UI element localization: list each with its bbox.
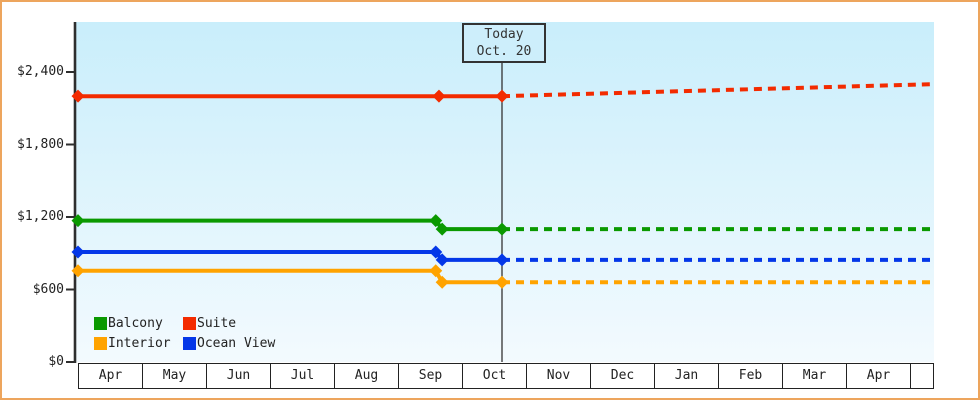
x-axis-month-band: Apr May Jun Jul Aug Sep Oct Nov Dec Jan Feb Mar Apr <box>78 363 934 389</box>
month-cell-feb: Feb <box>719 364 783 388</box>
series-interior-line <box>78 268 502 285</box>
series-suite-marker <box>432 89 446 103</box>
month-cell-jan: Jan <box>655 364 719 388</box>
series-suite-projection-line <box>501 82 935 99</box>
y-axis-label: $1,800 <box>17 136 64 152</box>
today-label-line2: Oct. 20 <box>476 44 532 59</box>
today-marker-label: Today Oct. 20 <box>462 23 546 63</box>
series-interior-marker <box>495 275 509 289</box>
legend-label: Ocean View <box>197 335 276 351</box>
legend-swatch-icon <box>183 316 196 330</box>
y-axis-label: $0 <box>48 354 64 369</box>
legend-item-suite: Suite <box>183 316 275 331</box>
series-balcony-line <box>78 218 502 232</box>
legend-item-ocean-view: Ocean View <box>183 336 275 351</box>
y-axis-label: $600 <box>32 281 64 297</box>
month-cell-sep: Sep <box>399 364 463 388</box>
series-ocean-view-marker <box>71 245 85 259</box>
legend-swatch-icon <box>94 336 107 350</box>
legend-label: Suite <box>197 315 237 331</box>
month-cell-may: May <box>143 364 207 388</box>
legend-item-balcony: Balcony <box>94 316 183 331</box>
month-cell-empty <box>911 364 933 388</box>
legend-swatch-icon <box>94 316 107 330</box>
series-ocean-view-marker <box>429 245 443 259</box>
series-interior-marker <box>71 264 85 278</box>
month-cell-nov: Nov <box>527 364 591 388</box>
legend-item-interior: Interior <box>94 336 183 351</box>
month-cell-apr: Apr <box>79 364 143 388</box>
series-balcony-marker <box>429 214 443 228</box>
series-balcony-marker <box>435 222 449 236</box>
series-balcony-marker <box>71 214 85 228</box>
month-cell-dec: Dec <box>591 364 655 388</box>
plot-area <box>76 22 934 362</box>
series-interior-marker <box>429 264 443 278</box>
month-cell-jul: Jul <box>271 364 335 388</box>
series-ocean-view-marker <box>495 253 509 267</box>
series-ocean-view-line <box>78 250 502 262</box>
y-axis-label: $2,400 <box>17 64 64 79</box>
chart-legend: Balcony Suite Interior Ocean View <box>94 313 275 353</box>
y-axis-label: $1,200 <box>17 209 64 224</box>
month-cell-jun: Jun <box>207 364 271 388</box>
legend-label: Balcony <box>108 315 163 331</box>
series-suite-marker <box>71 89 85 103</box>
series-balcony-marker <box>495 222 509 236</box>
month-cell-mar: Mar <box>783 364 847 388</box>
series-suite-marker <box>495 89 509 103</box>
series-interior-marker <box>435 275 449 289</box>
month-cell-apr: Apr <box>847 364 911 388</box>
series-ocean-view-marker <box>435 253 449 267</box>
legend-label: Interior <box>108 335 171 351</box>
today-label-line1: Today <box>484 27 524 42</box>
legend-swatch-icon <box>183 336 196 350</box>
month-cell-aug: Aug <box>335 364 399 388</box>
month-cell-oct: Oct <box>463 364 527 388</box>
